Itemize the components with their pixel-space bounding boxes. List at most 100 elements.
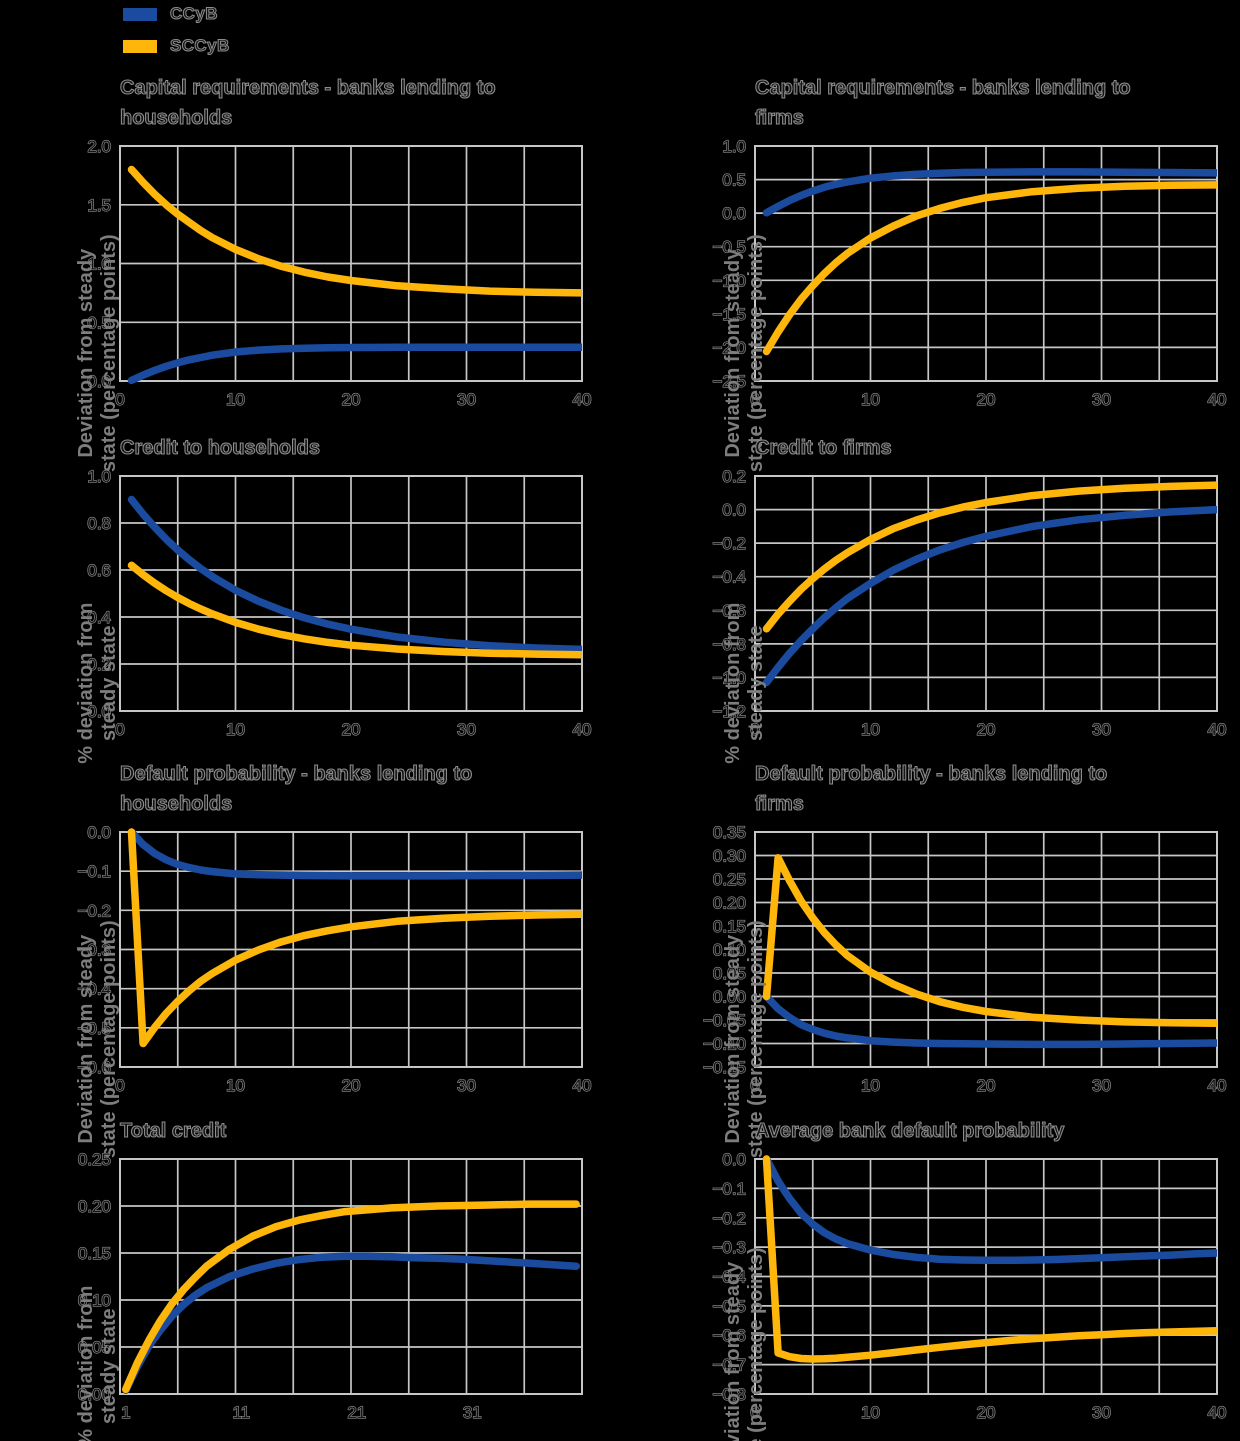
y-tick-label: −1.0 (712, 271, 746, 290)
legend-item-ccyb: CCyB (123, 4, 230, 24)
x-tick-label: 40 (1208, 1403, 1227, 1422)
plot-border (119, 475, 583, 712)
x-tick-label: 40 (573, 1076, 592, 1095)
y-tick-label: −0.2 (77, 901, 111, 920)
y-tick-label: 0.0 (87, 372, 111, 391)
y-tick-label: −1.5 (712, 305, 746, 324)
y-tick-label: 0.5 (722, 171, 746, 190)
ccyb-color-swatch (123, 7, 157, 21)
y-tick-label: 0.0 (87, 823, 111, 842)
y-tick-label: 1.0 (87, 255, 111, 274)
x-tick-label: 21 (347, 1403, 366, 1422)
x-tick-label: 40 (573, 390, 592, 409)
y-tick-label: −0.3 (77, 941, 111, 960)
y-tick-label: −0.4 (77, 980, 111, 999)
x-tick-label: 20 (977, 1403, 996, 1422)
x-tick-label: 40 (573, 720, 592, 739)
series-line-ccyb (762, 992, 1217, 1049)
y-tick-label: 0.05 (78, 1338, 111, 1357)
x-tick-label: 30 (1092, 720, 1111, 739)
y-tick-label: 0.10 (713, 941, 746, 960)
y-tick-label: 0.2 (87, 655, 111, 674)
x-tick-label: 30 (1092, 1076, 1111, 1095)
plot-area: 0.0 −0.1 −0.2 −0.3 −0.4 −0.5 −0.6 −0.7 −0.80 10 20… (712, 1149, 1227, 1422)
y-tick-label: −0.10 (703, 1035, 746, 1054)
series-line-sccyb (127, 561, 582, 659)
series-line-sccyb (762, 1155, 1217, 1363)
y-tick-label: 1.0 (722, 137, 746, 156)
y-tick-label: 0.15 (78, 1244, 111, 1263)
series-line-sccyb (122, 1200, 580, 1394)
y-tick-label: −0.5 (712, 1297, 746, 1316)
y-tick-label: 0.00 (78, 1385, 111, 1404)
plot-border (754, 475, 1218, 712)
x-tick-label: 0 (750, 1076, 759, 1095)
x-tick-label: 0 (750, 720, 759, 739)
series-line-ccyb (127, 343, 582, 385)
x-tick-label: 0 (115, 720, 124, 739)
y-tick-label: −0.15 (703, 1058, 746, 1077)
legend-label-sccyb: SCCyB (170, 36, 230, 56)
chart-title: Credit to firms (754, 436, 892, 459)
y-axis-label: % deviation from steady state (74, 1285, 120, 1441)
x-tick-label: 30 (457, 720, 476, 739)
x-tick-label: 11 (232, 1403, 250, 1422)
x-tick-label: 20 (342, 1076, 361, 1095)
plot-border (119, 145, 583, 382)
sccyb-color-swatch (123, 39, 157, 53)
y-tick-label: 0.20 (713, 894, 746, 913)
plot-area: 0.2 0.0 −0.2 −0.4 −0.6 −0.8 −1.0 −1.20 10 20 30 40 (712, 466, 1227, 739)
plot-area: 1.0 0.8 0.6 0.4 0.2 0.00 10 20 30 40 (87, 466, 592, 739)
y-tick-label: −2.5 (712, 372, 746, 391)
series-line-sccyb (762, 481, 1217, 633)
x-tick-label: 40 (1208, 1076, 1227, 1095)
y-tick-label: −0.1 (712, 1179, 746, 1198)
y-tick-label: 0.30 (713, 847, 746, 866)
y-tick-label: 0.6 (87, 561, 111, 580)
series-line-ccyb (762, 1155, 1217, 1265)
x-tick-label: 10 (226, 720, 245, 739)
plot-area: 0.35 0.30 0.25 0.20 0.15 0.10 0.05 0.00 −0.05 −0.… (702, 822, 1227, 1095)
chart-title: Total credit (119, 1119, 227, 1142)
chart-title: Capital requirements - banks lending to … (754, 76, 1131, 129)
y-tick-label: 0.4 (87, 608, 111, 627)
y-tick-label: 0.8 (87, 514, 111, 533)
y-tick-label: −1.2 (712, 702, 746, 721)
series-line-sccyb (762, 854, 1217, 1028)
chart-default-probability-households: Default probability - banks lending to h… (0, 732, 620, 1158)
x-tick-label: 10 (861, 720, 880, 739)
y-tick-label: 2.0 (87, 137, 111, 156)
y-tick-label: 0.15 (713, 917, 746, 936)
y-tick-label: −0.7 (712, 1356, 746, 1375)
chart-capital-requirements-firms: Capital requirements - banks lending to … (620, 46, 1240, 472)
x-tick-label: 40 (1208, 390, 1227, 409)
y-tick-label: 0.0 (87, 702, 111, 721)
chart-average-bank-default-probability: Average bank default probability Deviati… (620, 1059, 1240, 1441)
series-line-sccyb (127, 828, 582, 1048)
x-tick-label: 31 (463, 1403, 482, 1422)
y-tick-label: −0.2 (712, 534, 746, 553)
series-line-ccyb (127, 495, 582, 654)
x-tick-label: 20 (977, 720, 996, 739)
y-tick-label: −0.1 (77, 862, 111, 881)
plot-area: 0.250.200.150.100.050.001 11 21 31 (77, 1149, 583, 1423)
y-tick-label: 0.5 (87, 313, 111, 332)
y-tick-label: 0.0 (722, 204, 746, 223)
chart-title: Credit to households (119, 436, 320, 459)
chart-capital-requirements-households: Capital requirements - banks lending to … (0, 46, 620, 472)
plot-border (754, 831, 1218, 1068)
plot-area: 2.0 1.5 1.0 0.5 0.00 10 20 30 40 (87, 136, 592, 409)
chart-title: Average bank default probability (754, 1119, 1065, 1142)
plot-area: 1.0 0.5 0.0 −0.5 −1.0 −1.5 −2.0 −2.50 10 20 30 40 (712, 136, 1227, 409)
chart-credit-to-firms: Credit to firms % deviation from steady … (620, 376, 1240, 763)
x-tick-label: 10 (861, 1403, 880, 1422)
series-line-ccyb (122, 1252, 580, 1394)
legend-item-sccyb: SCCyB (123, 36, 230, 56)
x-tick-label: 10 (226, 1076, 245, 1095)
legend-label-ccyb: CCyB (170, 4, 218, 24)
y-tick-label: 0.25 (713, 870, 746, 889)
y-tick-label: 0.05 (713, 964, 746, 983)
y-tick-label: −1.0 (712, 668, 746, 687)
chart-title: Capital requirements - banks lending to … (119, 76, 496, 129)
